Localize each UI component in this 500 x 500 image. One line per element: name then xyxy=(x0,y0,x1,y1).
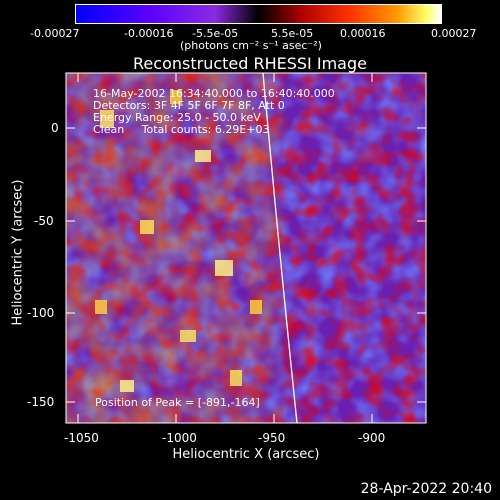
info-line-energy: Energy Range: 25.0 - 50.0 keV xyxy=(93,111,261,124)
colorbar-tick-label: 0.00016 xyxy=(340,27,386,40)
y-tick-label: -50 xyxy=(34,214,54,228)
x-axis-label: Heliocentric X (arcsec) xyxy=(172,447,320,462)
info-line-time: 16-May-2002 16:34:40.000 to 16:40:40.000 xyxy=(93,87,335,100)
x-tick-label: -950 xyxy=(258,431,286,445)
colorbar-tick-label: -0.00027 xyxy=(30,27,80,40)
plot-frame xyxy=(65,72,427,424)
colorbar-unit-label: (photons cm⁻² s⁻¹ asec⁻²) xyxy=(180,39,322,52)
colorbar-tick-label: -5.5e-05 xyxy=(192,27,239,40)
plot-title: Reconstructed RHESSI Image xyxy=(133,54,367,73)
info-line-clean: Clean Total counts: 6.29E+03 xyxy=(93,123,270,136)
colorbar xyxy=(75,4,442,24)
colorbar-tick-label: 5.5e-05 xyxy=(271,27,314,40)
y-tick-label: 0 xyxy=(51,121,59,135)
footer-timestamp: 28-Apr-2022 20:40 xyxy=(360,481,492,497)
y-axis-ticks xyxy=(66,127,426,403)
solar-limb-line xyxy=(262,73,298,423)
bright-patches xyxy=(95,90,262,392)
x-tick-label: -1000 xyxy=(162,431,197,445)
peak-position-label: Position of Peak = [-891,-164] xyxy=(95,396,260,409)
y-tick-label: -100 xyxy=(27,306,55,320)
x-tick-label: -1050 xyxy=(64,431,99,445)
x-axis-ticks xyxy=(77,73,373,423)
info-line-detectors: Detectors: 3F 4F 5F 6F 7F 8F, Att 0 xyxy=(93,99,285,112)
y-axis-label: Heliocentric Y (arcsec) xyxy=(10,179,26,326)
bright-structure xyxy=(66,73,426,423)
colorbar-tick-label: -0.00016 xyxy=(124,27,174,40)
x-tick-label: -900 xyxy=(358,431,386,445)
y-tick-label: -150 xyxy=(27,395,55,409)
colorbar-tick-label: 0.00027 xyxy=(431,27,477,40)
